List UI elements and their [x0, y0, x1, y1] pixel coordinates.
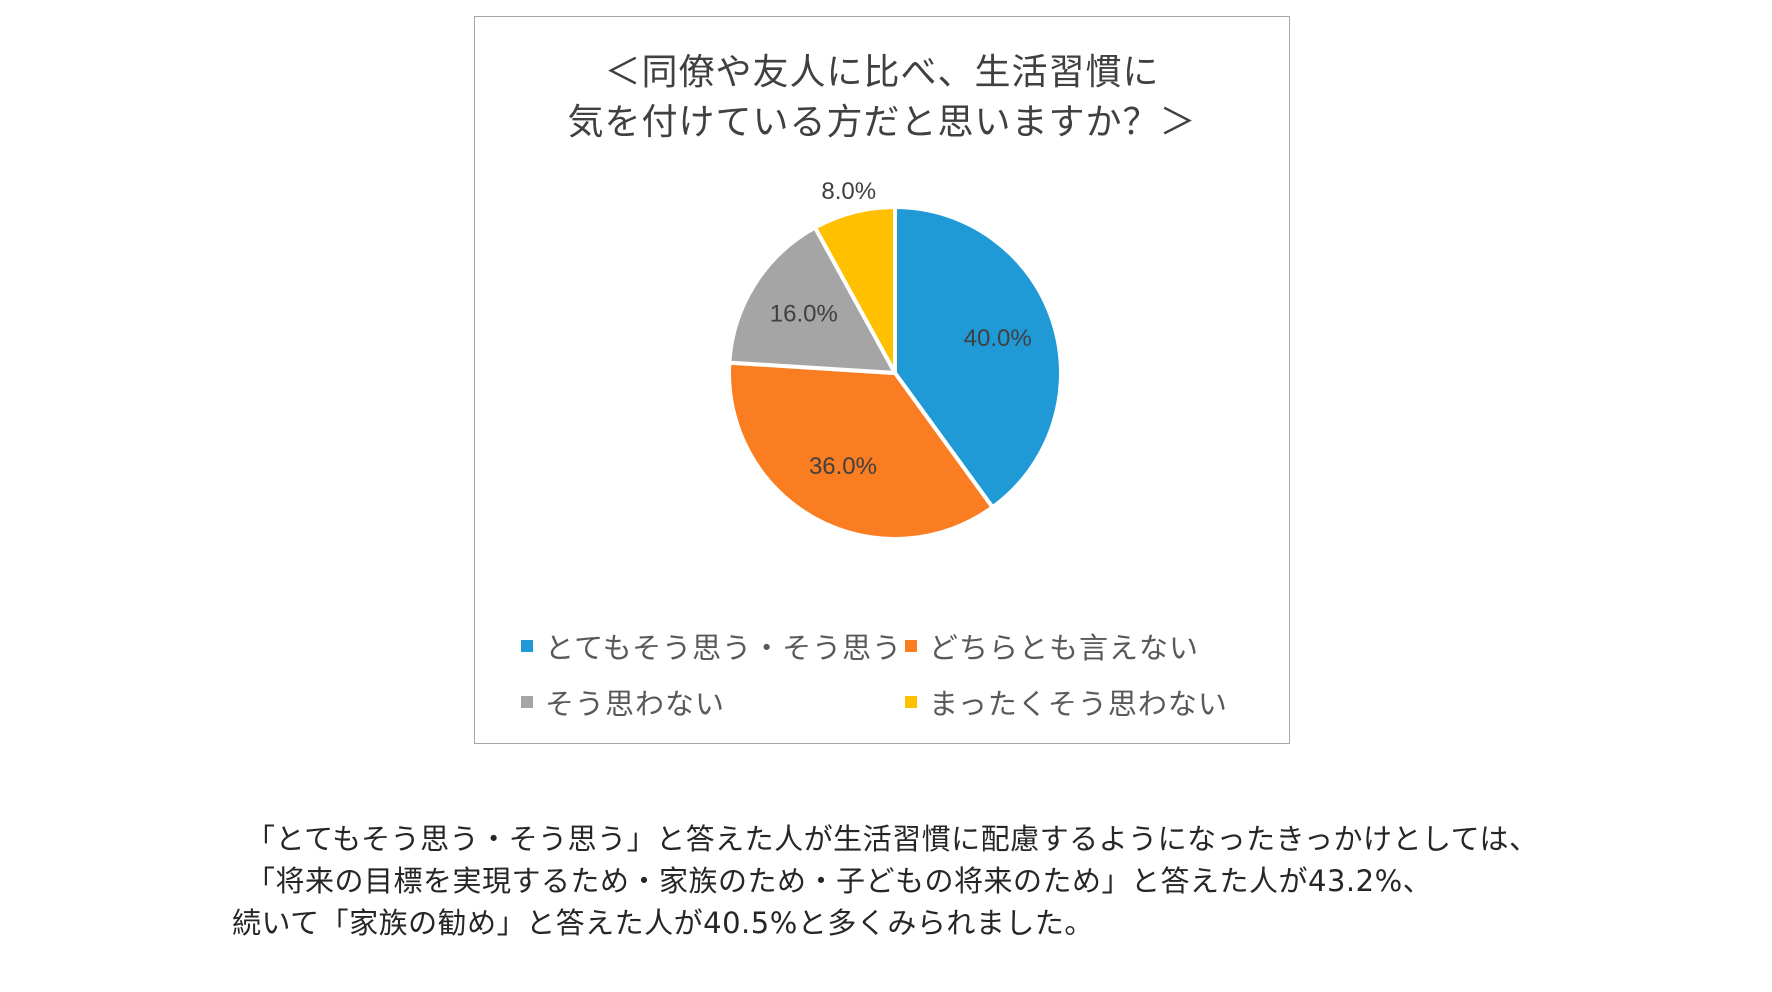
data-label: 36.0%	[809, 453, 877, 480]
legend-label: まったくそう思わない	[929, 687, 1228, 721]
data-label: 8.0%	[821, 178, 876, 205]
chart-frame: ＜同僚や友人に比べ、生活習慣に 気を付けている方だと思いますか？＞ 40.0% 3…	[474, 16, 1290, 744]
legend-item-neutral: どちらとも言えない	[905, 625, 1199, 667]
caption-line-3: 続いて「家族の勧め」と答えた人が40.5%と多くみられました。	[232, 906, 1094, 940]
slice-strongly-agree	[893, 205, 1063, 510]
caption-text: 「とてもそう思う・そう思う」と答えた人が生活習慣に配慮するようになったきっかけと…	[232, 818, 1539, 944]
pie-chart: 40.0% 36.0% 16.0% 8.0%	[727, 178, 1063, 541]
legend-swatch	[521, 696, 533, 708]
data-label: 16.0%	[770, 300, 838, 327]
legend-swatch	[905, 640, 917, 652]
legend-item-disagree: そう思わない	[521, 681, 725, 723]
legend-item-strongly-disagree: まったくそう思わない	[905, 681, 1228, 723]
legend-swatch	[905, 696, 917, 708]
chart-title-line-2: 気を付けている方だと思いますか？＞	[567, 102, 1197, 143]
legend-label: どちらとも言えない	[929, 631, 1200, 665]
legend-swatch	[521, 640, 533, 652]
chart-title-line-1: ＜同僚や友人に比べ、生活習慣に	[604, 52, 1160, 93]
data-label: 40.0%	[964, 325, 1032, 352]
slice-neutral	[727, 360, 995, 541]
slice-strongly-disagree	[813, 205, 897, 375]
caption-line-2: 「将来の目標を実現するため・家族のため・子どもの将来のため」と答えた人が43.2…	[246, 864, 1433, 898]
slice-disagree	[727, 225, 897, 375]
caption-line-1: 「とてもそう思う・そう思う」と答えた人が生活習慣に配慮するようになったきっかけと…	[246, 822, 1539, 856]
legend-label: そう思わない	[545, 687, 726, 721]
legend-item-strongly-agree: とてもそう思う・そう思う	[521, 625, 902, 667]
legend-label: とてもそう思う・そう思う	[545, 631, 903, 665]
